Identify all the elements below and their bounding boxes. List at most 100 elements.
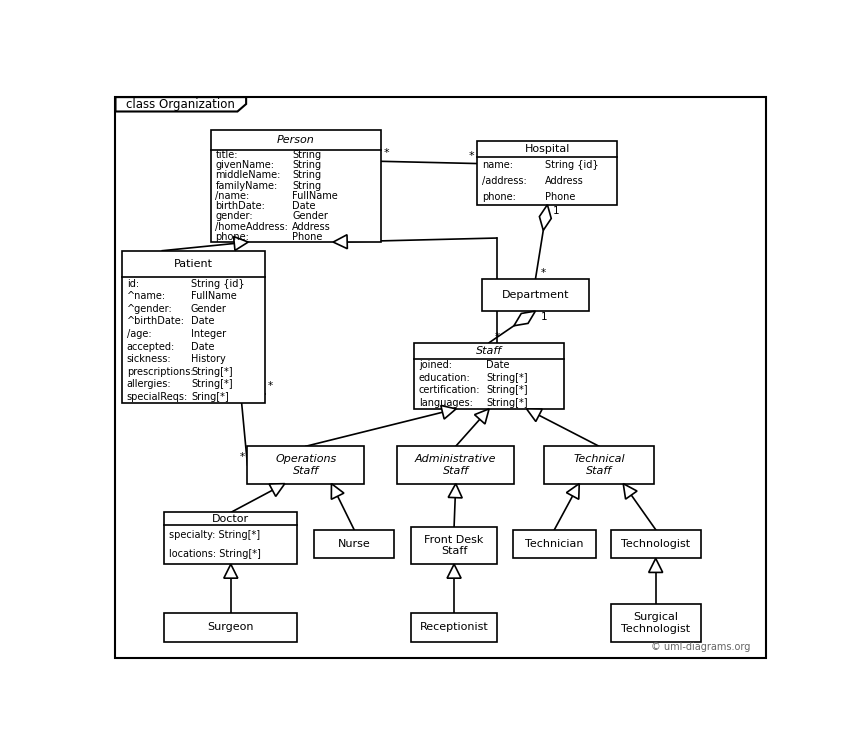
Text: prescriptions:: prescriptions: (126, 367, 194, 376)
Text: Surgeon: Surgeon (207, 622, 254, 633)
Text: String: String (292, 181, 322, 190)
Text: String[*]: String[*] (191, 379, 232, 389)
Bar (415, 343, 564, 409)
Text: name:: name: (482, 160, 513, 170)
Text: Hospital: Hospital (525, 144, 570, 155)
Text: Date: Date (191, 317, 214, 326)
Text: 1: 1 (541, 312, 547, 322)
Text: title:: title: (216, 149, 238, 160)
Bar (211, 130, 381, 242)
Polygon shape (475, 409, 489, 424)
Text: /address:: /address: (482, 176, 527, 186)
Bar (164, 613, 298, 642)
Text: languages:: languages: (419, 397, 473, 408)
Polygon shape (648, 559, 663, 572)
Text: History: History (191, 354, 225, 364)
Polygon shape (448, 483, 462, 498)
Text: String: String (292, 170, 322, 180)
Text: allergies:: allergies: (126, 379, 171, 389)
Text: phone:: phone: (482, 192, 516, 202)
Text: certification:: certification: (419, 385, 480, 395)
Text: Technician: Technician (525, 539, 584, 549)
Text: ^name:: ^name: (126, 291, 166, 301)
Text: String[*]: String[*] (486, 373, 528, 383)
Text: Technologist: Technologist (621, 539, 691, 549)
Text: ^gender:: ^gender: (126, 304, 173, 314)
Text: Gender: Gender (292, 211, 329, 221)
Bar (513, 530, 596, 559)
Text: education:: education: (419, 373, 470, 383)
Text: String[*]: String[*] (486, 397, 528, 408)
Text: Integer: Integer (191, 329, 226, 339)
Text: /homeAddress:: /homeAddress: (216, 222, 288, 232)
Text: *: * (268, 380, 273, 391)
Bar (411, 613, 497, 642)
Text: sickness:: sickness: (126, 354, 171, 364)
Polygon shape (269, 483, 285, 497)
Text: familyName:: familyName: (216, 181, 278, 190)
Text: Staff: Staff (476, 346, 502, 356)
Polygon shape (539, 205, 551, 230)
Text: *: * (469, 151, 474, 161)
Text: Date: Date (486, 361, 510, 371)
Text: *: * (384, 149, 390, 158)
Bar (248, 446, 364, 483)
Text: String: String (292, 149, 322, 160)
Bar (544, 446, 654, 483)
Bar (397, 446, 514, 483)
Text: *: * (240, 451, 245, 462)
Text: *: * (494, 332, 500, 341)
Text: /name:: /name: (216, 190, 249, 201)
Text: © uml-diagrams.org: © uml-diagrams.org (651, 642, 751, 652)
Text: ^birthDate:: ^birthDate: (126, 317, 185, 326)
Bar (164, 512, 298, 564)
Text: Receptionist: Receptionist (420, 622, 488, 633)
Text: Phone: Phone (544, 192, 575, 202)
Bar (611, 530, 701, 559)
Polygon shape (567, 483, 580, 499)
Bar (411, 527, 497, 564)
Polygon shape (447, 564, 461, 578)
Text: Phone: Phone (292, 232, 322, 242)
Bar (314, 530, 394, 559)
Text: 1: 1 (553, 206, 559, 216)
Text: String {id}: String {id} (544, 160, 599, 170)
Text: *: * (541, 268, 546, 279)
Text: Administrative
Staff: Administrative Staff (415, 454, 496, 476)
Text: Department: Department (501, 291, 569, 300)
Text: specialty: String[*]: specialty: String[*] (169, 530, 260, 540)
Text: joined:: joined: (419, 361, 452, 371)
Text: class Organization: class Organization (126, 98, 236, 111)
Text: Operations
Staff: Operations Staff (275, 454, 336, 476)
Bar (477, 141, 617, 205)
Text: Nurse: Nurse (338, 539, 371, 549)
Text: Address: Address (544, 176, 583, 186)
Polygon shape (526, 409, 542, 421)
Text: middleName:: middleName: (216, 170, 281, 180)
Text: Surgical
Technologist: Surgical Technologist (621, 613, 691, 634)
Text: String[*]: String[*] (486, 385, 528, 395)
Text: FullName: FullName (191, 291, 237, 301)
Text: gender:: gender: (216, 211, 253, 221)
Polygon shape (624, 483, 637, 499)
Text: Doctor: Doctor (212, 514, 249, 524)
Text: locations: String[*]: locations: String[*] (169, 550, 261, 560)
Text: specialReqs:: specialReqs: (126, 392, 188, 402)
Text: Date: Date (292, 201, 316, 211)
Text: birthDate:: birthDate: (216, 201, 266, 211)
Text: accepted:: accepted: (126, 341, 175, 352)
Text: Gender: Gender (191, 304, 227, 314)
Text: Front Desk
Staff: Front Desk Staff (424, 535, 484, 557)
Bar (482, 279, 589, 311)
Text: FullName: FullName (292, 190, 338, 201)
Text: String: String (292, 160, 322, 170)
Polygon shape (331, 483, 344, 499)
Text: Patient: Patient (175, 259, 213, 269)
Polygon shape (514, 311, 536, 326)
Polygon shape (224, 564, 238, 578)
Text: givenName:: givenName: (216, 160, 274, 170)
Text: Date: Date (191, 341, 214, 352)
Polygon shape (115, 97, 246, 111)
Text: phone:: phone: (216, 232, 249, 242)
Bar (611, 604, 701, 642)
